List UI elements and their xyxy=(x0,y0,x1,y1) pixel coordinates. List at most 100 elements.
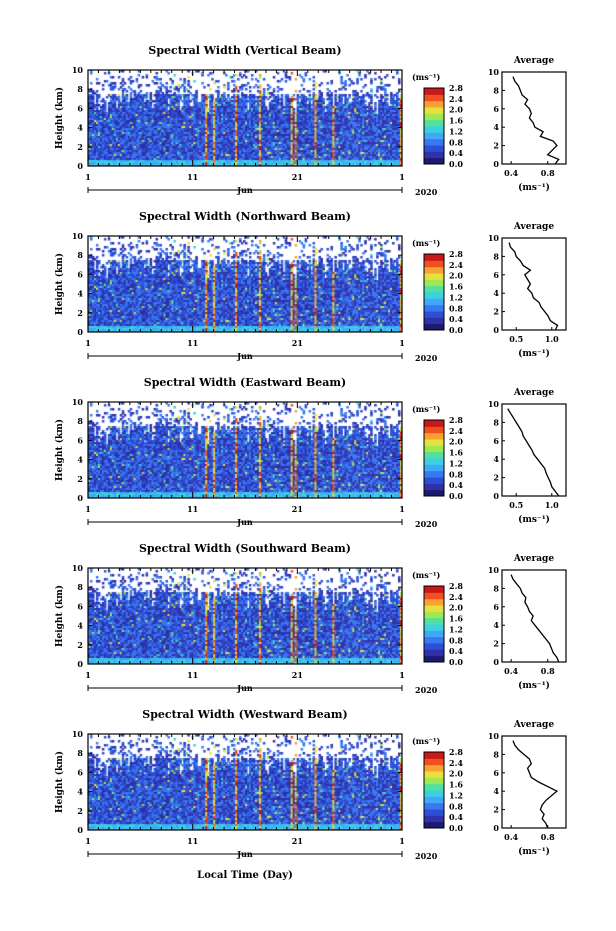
y-tick-label: 0 xyxy=(77,659,83,669)
colorbar-tick-label: 2.4 xyxy=(449,592,463,602)
y-tick-label: 10 xyxy=(72,729,84,739)
average-y-tick-label: 2 xyxy=(493,307,499,317)
y-tick-label: 8 xyxy=(77,250,83,260)
colorbar-segment xyxy=(424,119,444,127)
colorbar-segment xyxy=(424,88,444,95)
y-tick-label: 8 xyxy=(77,416,83,426)
x-tick-label: 21 xyxy=(292,172,303,182)
y-tick-label: 0 xyxy=(77,493,83,503)
average-y-tick-label: 0 xyxy=(493,491,499,501)
colorbar-segment xyxy=(424,323,444,331)
x-tick-label: 1 xyxy=(399,670,405,680)
colorbar-segment xyxy=(424,458,444,465)
colorbar-tick-label: 1.6 xyxy=(449,780,463,790)
y-tick-label: 10 xyxy=(72,65,84,75)
colorbar-segment xyxy=(424,304,444,312)
average-title: Average xyxy=(513,720,554,730)
colorbar-tick-label: 1.2 xyxy=(449,292,463,302)
y-tick-label: 4 xyxy=(77,787,83,797)
colorbar-segment xyxy=(424,285,444,293)
y-tick-label: 6 xyxy=(77,435,83,445)
colorbar-segment xyxy=(424,420,444,427)
average-y-tick-label: 2 xyxy=(493,805,499,815)
month-label: Jun xyxy=(236,517,253,527)
colorbar-segment xyxy=(424,266,444,274)
colorbar-segment xyxy=(424,273,444,280)
average-x-tick-label: 0.8 xyxy=(541,666,555,676)
colorbar-segment xyxy=(424,617,444,625)
y-axis-label: Height (km) xyxy=(54,87,65,149)
colorbar-segment xyxy=(424,260,444,268)
year-label: 2020 xyxy=(415,851,438,861)
x-tick-label: 21 xyxy=(292,836,303,846)
average-y-tick-label: 6 xyxy=(493,768,499,778)
average-y-tick-label: 4 xyxy=(493,620,499,630)
panel-title: Spectral Width (Southward Beam) xyxy=(139,542,351,555)
colorbar-segment xyxy=(424,311,444,318)
colorbar-segment xyxy=(424,470,444,478)
month-label: Jun xyxy=(236,351,253,361)
panel-title: Spectral Width (Westward Beam) xyxy=(142,708,347,721)
y-tick-label: 4 xyxy=(77,455,83,465)
y-tick-label: 10 xyxy=(72,231,84,241)
colorbar-segment xyxy=(424,254,444,261)
colorbar-tick-label: 1.2 xyxy=(449,126,463,136)
colorbar-tick-label: 2.0 xyxy=(449,603,463,613)
colorbar-segment xyxy=(424,655,444,663)
y-tick-label: 4 xyxy=(77,123,83,133)
colorbar-segment xyxy=(424,611,444,619)
year-label: 2020 xyxy=(415,519,438,529)
colorbar-tick-label: 2.0 xyxy=(449,271,463,281)
colorbar-segment xyxy=(424,477,444,484)
colorbar-tick-label: 2.4 xyxy=(449,94,463,104)
average-x-label: (ms⁻¹) xyxy=(518,514,550,525)
colorbar-tick-label: 0.4 xyxy=(449,812,463,822)
y-tick-label: 0 xyxy=(77,161,83,171)
y-tick-label: 4 xyxy=(77,621,83,631)
colorbar-segment xyxy=(424,643,444,650)
y-tick-label: 2 xyxy=(77,308,83,318)
colorbar-tick-label: 0.4 xyxy=(449,148,463,158)
colorbar-segment xyxy=(424,157,444,165)
colorbar-tick-label: 0.8 xyxy=(449,635,463,645)
colorbar-segment xyxy=(424,451,444,459)
heatmap-image xyxy=(88,568,402,664)
colorbar-tick-label: 0.4 xyxy=(449,480,463,490)
x-tick-label: 1 xyxy=(85,504,91,514)
colorbar-unit: (ms⁻¹) xyxy=(412,238,440,248)
average-frame xyxy=(501,735,567,829)
colorbar-tick-label: 2.4 xyxy=(449,260,463,270)
colorbar-segment xyxy=(424,586,444,593)
colorbar-unit: (ms⁻¹) xyxy=(412,736,440,746)
colorbar-tick-label: 1.6 xyxy=(449,448,463,458)
average-profile-line xyxy=(507,408,560,497)
colorbar-segment xyxy=(424,483,444,491)
average-y-tick-label: 10 xyxy=(488,565,500,575)
colorbar-frame xyxy=(423,87,445,165)
colorbar-segment xyxy=(424,464,444,472)
y-tick-label: 4 xyxy=(77,289,83,299)
average-x-tick-label: 0.5 xyxy=(509,500,523,510)
colorbar-tick-label: 0.0 xyxy=(449,823,463,833)
heatmap-image xyxy=(88,402,402,498)
spectral-width-panel: Spectral Width (Eastward Beam)0246810Hei… xyxy=(54,376,567,529)
colorbar-segment xyxy=(424,445,444,453)
colorbar-segment xyxy=(424,100,444,108)
colorbar-tick-label: 2.8 xyxy=(449,415,463,425)
colorbar-tick-label: 0.0 xyxy=(449,657,463,667)
average-x-tick-label: 0.8 xyxy=(541,168,555,178)
colorbar-tick-label: 0.8 xyxy=(449,469,463,479)
colorbar-segment xyxy=(424,758,444,766)
average-profile-line xyxy=(510,574,560,663)
y-tick-label: 2 xyxy=(77,806,83,816)
spectral-width-panel: Spectral Width (Northward Beam)0246810He… xyxy=(54,210,567,363)
colorbar-tick-label: 1.2 xyxy=(449,624,463,634)
colorbar-tick-label: 1.6 xyxy=(449,116,463,126)
y-tick-label: 6 xyxy=(77,767,83,777)
year-label: 2020 xyxy=(415,685,438,695)
average-y-tick-label: 0 xyxy=(493,159,499,169)
average-y-tick-label: 6 xyxy=(493,104,499,114)
colorbar-segment xyxy=(424,107,444,114)
x-tick-label: 1 xyxy=(85,670,91,680)
average-y-tick-label: 0 xyxy=(493,657,499,667)
